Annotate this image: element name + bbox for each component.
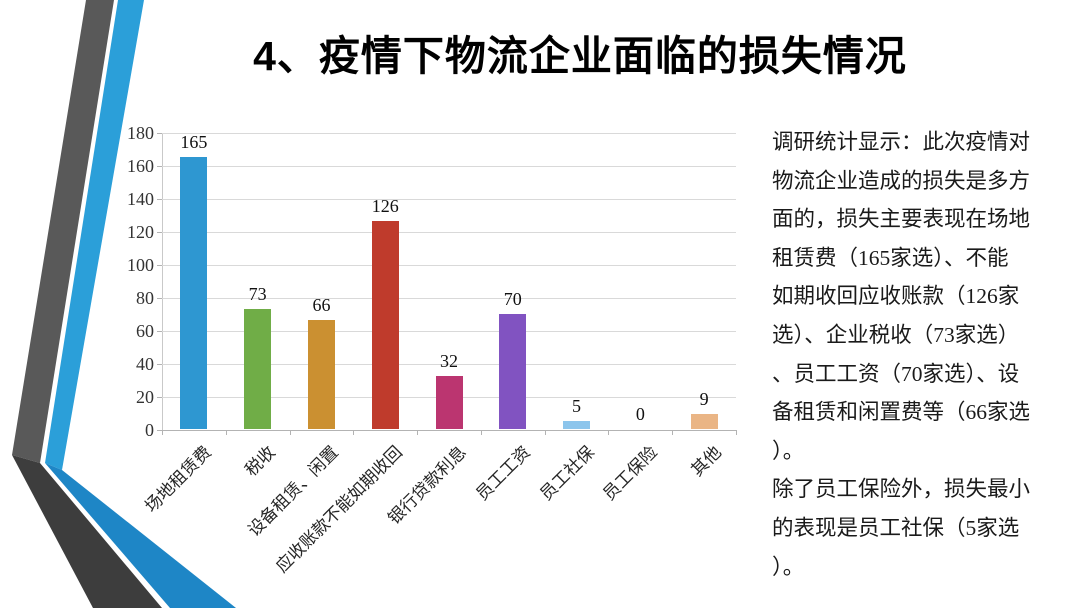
x-axis-tick-mark	[289, 430, 291, 435]
gridline-40	[162, 364, 736, 365]
y-axis-tick-label: 20	[136, 387, 154, 407]
gridline-140	[162, 199, 736, 200]
x-axis-category-label: 其他	[687, 442, 726, 481]
x-axis-tick-mark	[162, 430, 163, 435]
gridline-100	[162, 265, 736, 266]
bar-value-label: 126	[371, 196, 399, 217]
bar-银行贷款利息	[435, 376, 463, 429]
bar-场地租赁费	[180, 156, 208, 429]
x-axis-tick-mark	[608, 430, 610, 435]
y-axis-tick-mark	[157, 232, 162, 233]
ribbon-gray-upper-stripe	[12, 0, 114, 463]
bar-其他	[690, 414, 718, 429]
y-axis-tick-mark	[157, 166, 162, 167]
x-axis-tick-mark	[417, 430, 419, 435]
y-axis-tick-label: 140	[127, 189, 154, 209]
x-axis-tick-mark	[480, 430, 482, 435]
bar-value-label: 9	[699, 389, 709, 410]
y-axis-tick-label: 160	[127, 156, 154, 176]
y-axis-tick-label: 120	[127, 222, 154, 242]
y-axis-tick-mark	[157, 199, 162, 200]
x-axis-tick-mark	[353, 430, 355, 435]
gridline-180	[162, 133, 736, 134]
bar-value-label: 0	[635, 404, 645, 424]
y-axis-tick-mark	[157, 331, 162, 332]
y-axis-tick-label: 60	[136, 321, 154, 341]
y-axis-tick-mark	[157, 265, 162, 266]
bar-chart-plot-area: 0 20 40 60 80 100 120 140 160 180 165 场地租赁费 73 税收 66 设备…	[127, 123, 737, 576]
ribbon-blue-upper-stripe	[45, 0, 144, 470]
commentary-text: 调研统计显示：此次疫情对 物流企业造成的损失是多方 面的，损失主要表现在场地 租…	[772, 130, 1031, 579]
x-axis-category-label: 员工社保	[535, 442, 598, 505]
bar-应收账款不能如期收回	[371, 221, 399, 429]
y-axis-tick-label: 100	[127, 255, 154, 275]
y-axis-tick-mark	[157, 298, 162, 299]
x-axis-tick-mark	[544, 430, 546, 435]
ribbon-gray-lower-stripe	[12, 455, 162, 608]
gridline-120	[162, 232, 736, 233]
bar-value-label: 73	[248, 283, 267, 304]
bar-value-label: 5	[572, 395, 582, 416]
y-axis-tick-label: 40	[136, 354, 154, 374]
y-axis-tick-mark	[157, 133, 162, 134]
gridline-80	[162, 298, 736, 299]
slide-title: 4、疫情下物流企业面临的损失情况	[253, 33, 907, 79]
bar-value-label: 66	[312, 295, 331, 316]
bar-员工工资	[499, 313, 527, 429]
x-axis-tick-mark	[736, 430, 737, 435]
y-axis-tick-mark	[157, 430, 162, 431]
y-axis-tick-label: 0	[145, 420, 154, 440]
y-axis-tick-label: 80	[136, 288, 154, 308]
y-axis-line	[162, 133, 163, 430]
y-axis-tick-mark	[157, 397, 162, 398]
bar-value-label: 32	[440, 351, 458, 372]
bar-税收	[244, 308, 272, 429]
bar-员工社保	[563, 420, 591, 429]
x-axis-tick-mark	[225, 430, 227, 435]
x-axis-line	[162, 430, 736, 431]
y-axis-tick-label: 180	[127, 123, 154, 143]
gridline-160	[162, 166, 736, 167]
left-ribbon-decoration	[12, 0, 236, 608]
y-axis-tick-mark	[157, 364, 162, 365]
bar-设备租赁、闲置	[307, 320, 335, 429]
x-axis-category-label: 员工保险	[599, 442, 662, 505]
gridline-60	[162, 331, 736, 332]
x-axis-tick-mark	[672, 430, 674, 435]
bar-value-label: 70	[503, 288, 522, 309]
x-axis-category-label: 员工工资	[472, 442, 534, 505]
bar-value-label: 165	[180, 131, 208, 152]
ribbon-blue-lower-stripe	[45, 463, 236, 608]
